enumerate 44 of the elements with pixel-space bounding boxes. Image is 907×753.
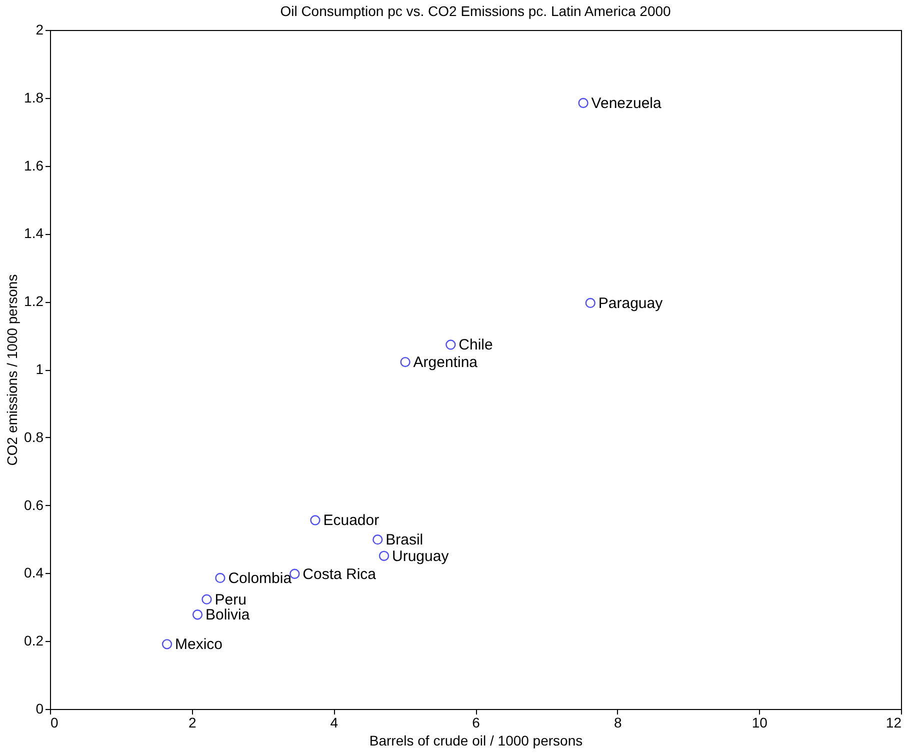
x-tick-label: 0 xyxy=(50,714,58,730)
point xyxy=(162,639,172,650)
y-tick-label: 0.4 xyxy=(24,564,44,581)
y-tick-label: 1 xyxy=(36,361,44,377)
x-tick-label: 12 xyxy=(886,714,902,730)
y-tick-label: 0 xyxy=(36,700,44,716)
y-axis-title: CO2 emissions / 1000 persons xyxy=(4,274,20,466)
y-tick-label: 0.2 xyxy=(24,632,44,649)
x-tick-label: 2 xyxy=(188,714,196,730)
point xyxy=(378,550,390,561)
annotation: Uruguay xyxy=(392,548,450,565)
y-tick-label: 0.8 xyxy=(24,428,44,445)
y-tick-label: 0.6 xyxy=(24,496,44,513)
point xyxy=(372,534,383,545)
point xyxy=(400,356,410,368)
chart-title: Oil Consumption pc vs. CO2 Emissions pc. Latin America 2000 xyxy=(280,3,672,19)
x-tick-label: 6 xyxy=(472,714,480,730)
y-tick-label: 2 xyxy=(36,22,44,38)
point xyxy=(310,515,320,526)
annotation: Paraguay xyxy=(598,294,664,312)
x-tick-label: 8 xyxy=(614,714,622,730)
y-tick-label: 1.6 xyxy=(24,157,44,174)
x-tick-label: 4 xyxy=(330,714,338,730)
annotation: Venezuela xyxy=(591,94,662,112)
x-tick-label: 10 xyxy=(752,714,768,730)
annotation: Costa Rica xyxy=(302,566,377,583)
y-tick-label: 1.4 xyxy=(24,225,44,242)
annotation: Chile xyxy=(458,336,493,354)
y-tick-label: 1.2 xyxy=(24,293,44,310)
annotation: Mexico xyxy=(175,636,223,654)
x-axis-title: Barrels of crude oil / 1000 persons xyxy=(369,732,583,748)
annotation: Argentina xyxy=(413,354,478,372)
annotation: Ecuador xyxy=(323,512,380,530)
annotation: Bolivia xyxy=(206,606,250,624)
annotation: Peru xyxy=(214,591,246,608)
annotation: Colombia xyxy=(228,570,292,587)
point xyxy=(215,572,226,584)
point xyxy=(192,610,203,620)
point xyxy=(446,340,456,350)
point xyxy=(578,98,588,108)
y-tick-label: 1.8 xyxy=(24,89,44,106)
point xyxy=(585,298,596,308)
point xyxy=(202,594,212,604)
annotation: Brasil xyxy=(386,532,424,549)
